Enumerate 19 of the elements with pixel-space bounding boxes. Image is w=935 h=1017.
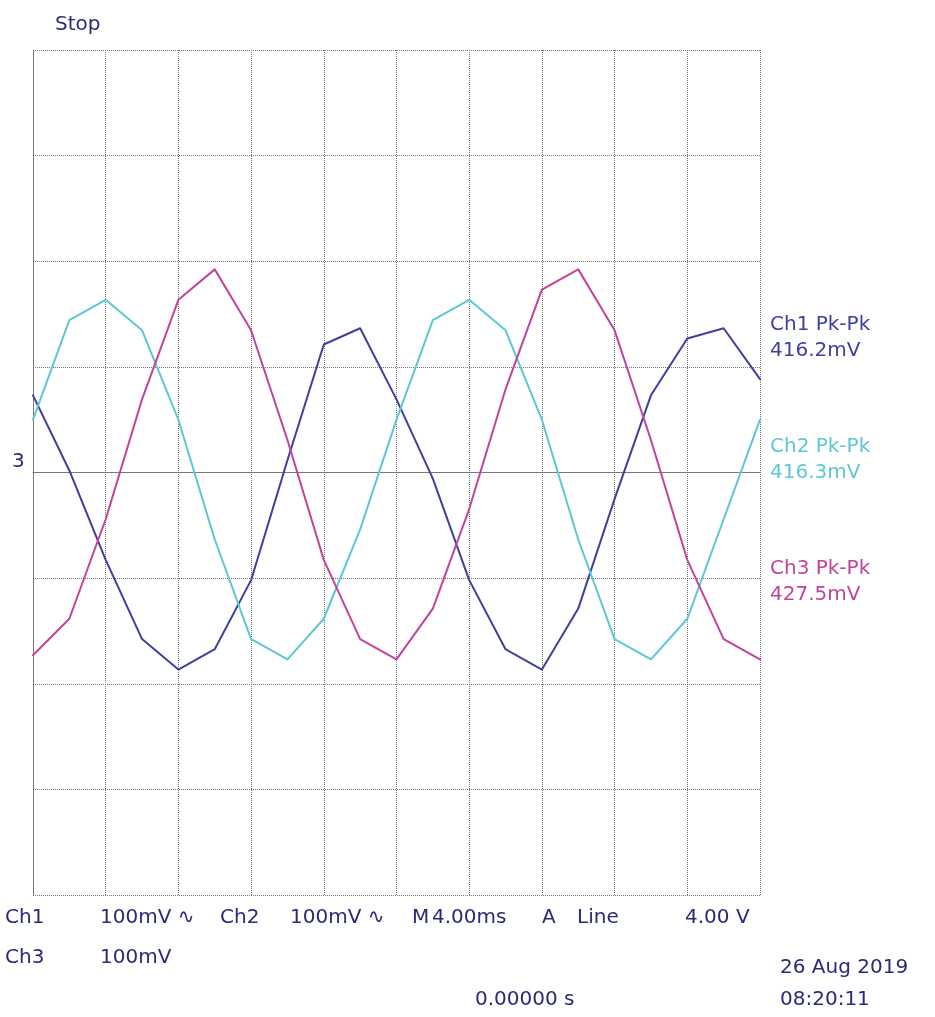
text: Ch1 — [5, 904, 45, 928]
text: 0.00000 s — [475, 986, 575, 1010]
text: Line — [577, 904, 619, 928]
text: Ch3 — [5, 944, 45, 968]
series-label: Ch2 Pk-Pk 416.3mV — [770, 433, 877, 483]
text: Stop — [55, 11, 101, 35]
text: 4.00 V — [685, 904, 750, 928]
text: 08:20:11 — [780, 986, 870, 1010]
text: Ch3 Pk-Pk 427.5mV — [770, 555, 877, 605]
series-label: Ch1 Pk-Pk 416.2mV — [770, 311, 877, 361]
text: Ch2 — [220, 904, 260, 928]
text: 4.00ms — [432, 904, 507, 928]
text: 100mV ∿ — [100, 904, 195, 928]
text: M — [412, 904, 430, 928]
text: 3 — [12, 448, 25, 472]
text: 100mV ∿ — [290, 904, 385, 928]
text: A — [542, 904, 556, 928]
text: 100mV — [100, 944, 172, 968]
text: 26 Aug 2019 — [780, 954, 909, 978]
